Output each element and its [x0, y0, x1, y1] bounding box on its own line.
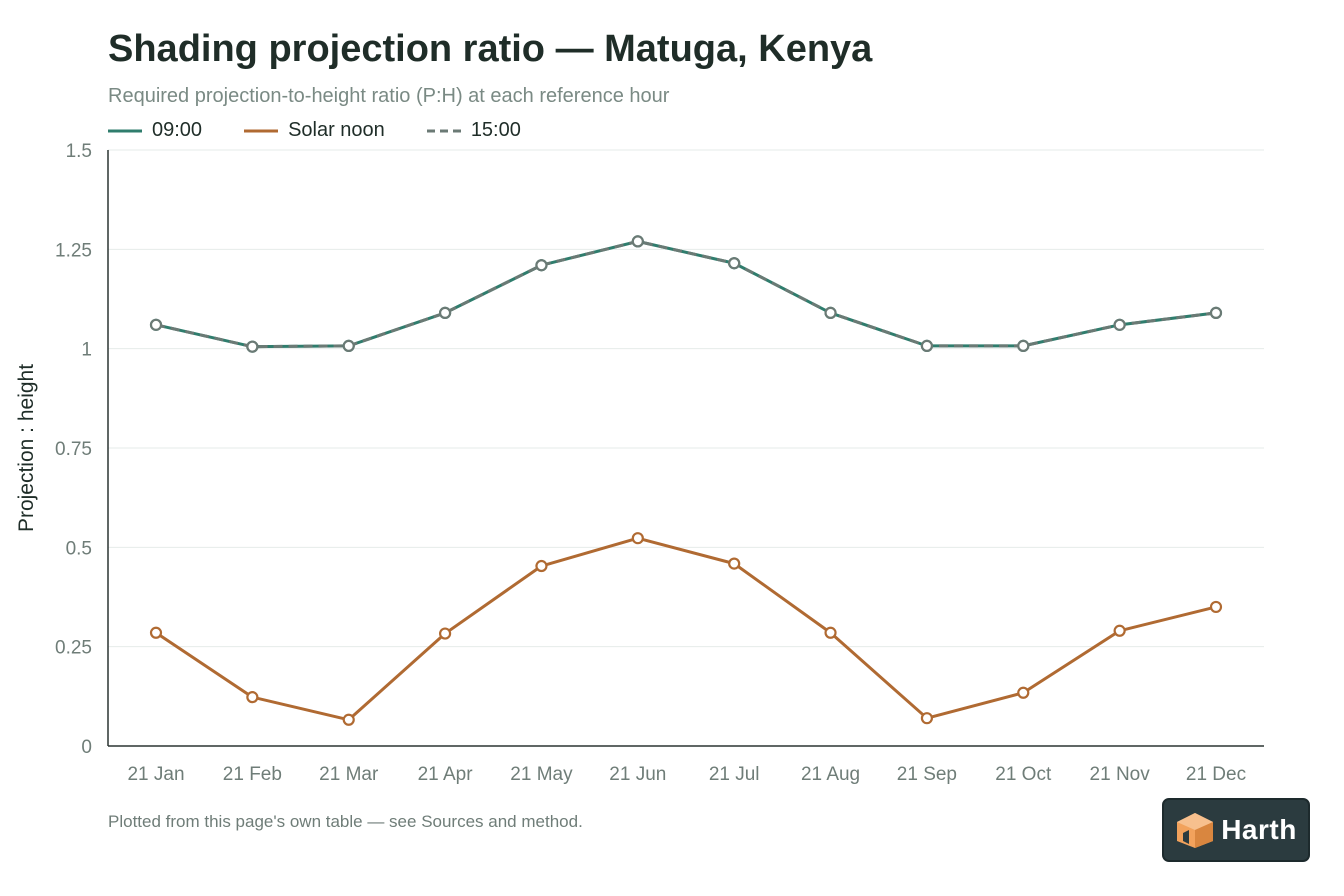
- y-tick-label: 0.25: [55, 638, 92, 659]
- legend-item-0900: 09:00: [108, 119, 202, 142]
- x-tick-label: 21 Sep: [897, 764, 957, 785]
- x-tick-label: 21 May: [510, 764, 573, 785]
- harth-logo[interactable]: Harth: [1162, 798, 1310, 862]
- gridlines: [108, 149, 1264, 648]
- y-tick-label: 0.75: [55, 439, 92, 460]
- data-point-solar-noon: [438, 627, 452, 640]
- chart-title: Shading projection ratio — Matuga, Kenya: [108, 28, 873, 70]
- data-point-15-00: [342, 339, 355, 352]
- legend-item-solar-noon: Solar noon: [244, 119, 385, 142]
- data-point-15-00: [149, 318, 163, 331]
- x-tick-label: 21 Jan: [127, 764, 184, 785]
- legend-label-solar-noon: Solar noon: [288, 119, 385, 141]
- axes: [107, 150, 1264, 747]
- x-tick-label: 21 Feb: [223, 764, 282, 785]
- y-tick-label: 0: [81, 737, 92, 758]
- legend-swatch-solar-noon: [244, 129, 279, 133]
- data-point-solar-noon: [246, 691, 259, 704]
- x-tick-label: 21 Aug: [801, 764, 860, 785]
- data-point-15-00: [438, 306, 452, 320]
- x-tick-label: 21 Jul: [709, 764, 760, 785]
- data-point-solar-noon: [1113, 624, 1126, 637]
- y-tick-label: 1: [81, 340, 92, 361]
- data-point-solar-noon: [535, 559, 548, 573]
- logo-text: Harth: [1221, 814, 1297, 845]
- y-tick-label: 0.5: [66, 538, 92, 559]
- legend: 09:00 Solar noon 15:00: [108, 119, 563, 142]
- series-line-15-00: [155, 239, 1217, 349]
- x-tick-label: 21 Mar: [319, 764, 379, 785]
- legend-label-1500: 15:00: [470, 119, 521, 141]
- x-tick-label: 21 Apr: [418, 764, 474, 785]
- data-point-solar-noon: [728, 557, 741, 570]
- y-tick-labels: 0 0.25 0.5 0.75 1 1.25 1.5: [55, 141, 92, 758]
- x-tick-label: 21 Nov: [1090, 764, 1151, 785]
- legend-swatch-1500: [426, 129, 461, 133]
- data-point-15-00: [1113, 318, 1126, 331]
- legend-label-0900: 09:00: [152, 119, 203, 141]
- x-tick-labels: 21 Jan 21 Feb 21 Mar 21 Apr 21 May 21 Jun 21 J…: [127, 764, 1246, 785]
- data-point-15-00: [920, 339, 934, 352]
- y-tick-label: 1.5: [66, 141, 92, 162]
- data-point-15-00: [1017, 339, 1030, 352]
- chart-subtitle: Required projection-to-height ratio (P:H…: [108, 85, 670, 107]
- data-point-solar-noon: [824, 626, 837, 639]
- data-point-solar-noon: [342, 713, 355, 726]
- footnote: Plotted from this page's own table — see…: [108, 812, 583, 831]
- y-tick-label: 1.25: [55, 240, 92, 261]
- x-tick-label: 21 Dec: [1186, 764, 1246, 785]
- data-point-solar-noon: [149, 626, 163, 639]
- data-point-solar-noon: [1017, 686, 1030, 699]
- y-axis-label: Projection : height: [15, 364, 38, 532]
- x-tick-label: 21 Jun: [609, 764, 666, 785]
- x-tick-label: 21 Oct: [995, 764, 1052, 785]
- data-point-15-00: [824, 306, 837, 320]
- data-point-15-00: [631, 235, 644, 248]
- house-box-icon: [1177, 813, 1214, 848]
- legend-swatch-0900: [108, 129, 142, 133]
- legend-item-1500: 15:00: [426, 119, 521, 142]
- data-point-15-00: [535, 259, 548, 272]
- data-point-solar-noon: [1209, 600, 1223, 614]
- data-point-solar-noon: [631, 532, 644, 545]
- series-line-solar-noon: [155, 536, 1217, 722]
- data-point-solar-noon: [920, 712, 934, 725]
- data-point-15-00: [728, 257, 741, 270]
- data-point-15-00: [1209, 306, 1223, 320]
- series-line-09-00: [155, 239, 1217, 349]
- series-lines: [149, 235, 1223, 726]
- data-point-15-00: [246, 340, 259, 353]
